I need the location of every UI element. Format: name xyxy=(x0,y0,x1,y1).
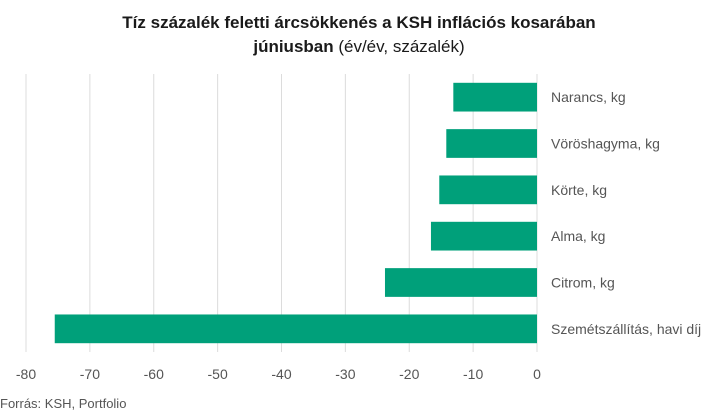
x-tick-label: -60 xyxy=(144,366,164,382)
bar xyxy=(446,129,537,158)
bar xyxy=(430,221,537,251)
chart-title-line2: júniusban (év/év, százalék) xyxy=(0,36,718,58)
title-subtitle-text: (év/év, százalék) xyxy=(333,37,465,56)
x-tick-label: -40 xyxy=(271,366,291,382)
x-tick-label: -20 xyxy=(399,366,419,382)
bar xyxy=(54,314,538,344)
x-tick-label: -30 xyxy=(335,366,355,382)
bar xyxy=(439,175,537,205)
chart-title-line1: Tíz százalék feletti árcsökkenés a KSH i… xyxy=(0,12,718,34)
category-label: Szemétszállítás, havi díj xyxy=(551,321,701,337)
category-label: Narancs, kg xyxy=(551,89,626,105)
bar xyxy=(384,268,537,297)
category-label: Vöröshagyma, kg xyxy=(551,136,660,152)
category-label: Alma, kg xyxy=(551,228,605,244)
title-bold-text: júniusban xyxy=(253,37,334,56)
source-note: Forrás: KSH, Portfolio xyxy=(0,396,127,411)
x-tick-label: -50 xyxy=(208,366,228,382)
x-tick-label: -70 xyxy=(80,366,100,382)
category-label: Citrom, kg xyxy=(551,275,615,291)
x-tick-label: -10 xyxy=(463,366,483,382)
category-label: Körte, kg xyxy=(551,182,607,198)
bar xyxy=(453,82,537,112)
x-tick-label: -80 xyxy=(16,366,36,382)
title-text: Tíz százalék feletti árcsökkenés a KSH i… xyxy=(122,13,596,32)
x-tick-label: 0 xyxy=(533,366,541,382)
